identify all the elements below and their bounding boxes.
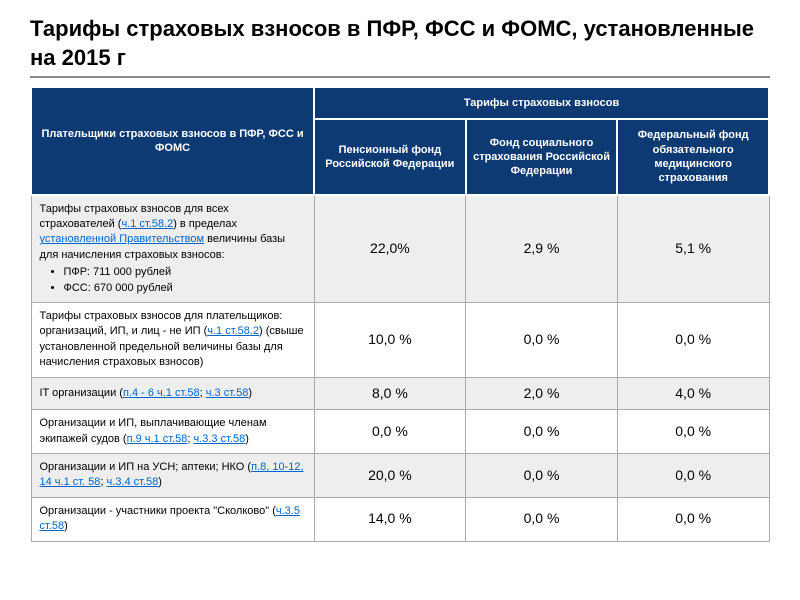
row-desc: Организации - участники проекта "Сколков… — [31, 497, 314, 541]
rate-fss: 0,0 % — [466, 453, 618, 497]
table-row: IT организации (п.4 - 6 ч.1 ст.58; ч.3 с… — [31, 377, 769, 410]
table-row: Организации - участники проекта "Сколков… — [31, 497, 769, 541]
rate-pfr: 14,0 % — [314, 497, 466, 541]
rate-foms: 0,0 % — [617, 410, 769, 454]
rate-pfr: 10,0 % — [314, 303, 466, 378]
law-link[interactable]: ч.3 ст.58 — [206, 387, 249, 399]
law-link[interactable]: п.9 ч.1 ст.58 — [127, 433, 188, 445]
rate-pfr: 20,0 % — [314, 453, 466, 497]
table-row: Организации и ИП на УСН; аптеки; НКО (п.… — [31, 453, 769, 497]
rate-fss: 2,9 % — [466, 195, 618, 303]
rate-fss: 0,0 % — [466, 303, 618, 378]
law-link[interactable]: установленной Правительством — [40, 233, 205, 245]
law-link[interactable]: ч.3.3 ст.58 — [193, 433, 245, 445]
table-row: Организации и ИП, выплачивающие членам э… — [31, 410, 769, 454]
row-desc: Организации и ИП, выплачивающие членам э… — [31, 410, 314, 454]
law-link[interactable]: ч.1 ст.58.2 — [207, 325, 259, 337]
bullet-item: ФСС: 670 000 рублей — [64, 281, 306, 296]
rate-fss: 0,0 % — [466, 410, 618, 454]
law-link[interactable]: ч.3.4 ст.58 — [107, 476, 159, 488]
tariff-table: Плательщики страховых взносов в ПФР, ФСС… — [30, 86, 770, 541]
row-desc: Тарифы страховых взносов для всех страхо… — [31, 195, 314, 303]
rate-foms: 0,0 % — [617, 303, 769, 378]
table-body: Тарифы страховых взносов для всех страхо… — [31, 195, 769, 541]
rate-foms: 0,0 % — [617, 497, 769, 541]
rate-pfr: 8,0 % — [314, 377, 466, 410]
law-link[interactable]: п.4 - 6 ч.1 ст.58 — [123, 387, 200, 399]
header-pfr: Пенсионный фонд Российской Федерации — [314, 119, 466, 194]
rate-foms: 4,0 % — [617, 377, 769, 410]
law-link[interactable]: ч.1 ст.58.2 — [121, 218, 173, 230]
page-title: Тарифы страховых взносов в ПФР, ФСС и ФО… — [30, 15, 770, 78]
rate-pfr: 22,0% — [314, 195, 466, 303]
row-desc: Тарифы страховых взносов для плательщико… — [31, 303, 314, 378]
row-desc: IT организации (п.4 - 6 ч.1 ст.58; ч.3 с… — [31, 377, 314, 410]
header-rates-group: Тарифы страховых взносов — [314, 87, 769, 119]
rate-foms: 0,0 % — [617, 453, 769, 497]
table-row: Тарифы страховых взносов для всех страхо… — [31, 195, 769, 303]
row-desc: Организации и ИП на УСН; аптеки; НКО (п.… — [31, 453, 314, 497]
bullet-item: ПФР: 711 000 рублей — [64, 265, 306, 280]
header-foms: Федеральный фонд обязательного медицинск… — [617, 119, 769, 194]
rate-foms: 5,1 % — [617, 195, 769, 303]
rate-pfr: 0,0 % — [314, 410, 466, 454]
table-row: Тарифы страховых взносов для плательщико… — [31, 303, 769, 378]
header-payers: Плательщики страховых взносов в ПФР, ФСС… — [31, 87, 314, 194]
rate-fss: 0,0 % — [466, 497, 618, 541]
rate-fss: 2,0 % — [466, 377, 618, 410]
header-fss: Фонд социального страхования Российской … — [466, 119, 618, 194]
